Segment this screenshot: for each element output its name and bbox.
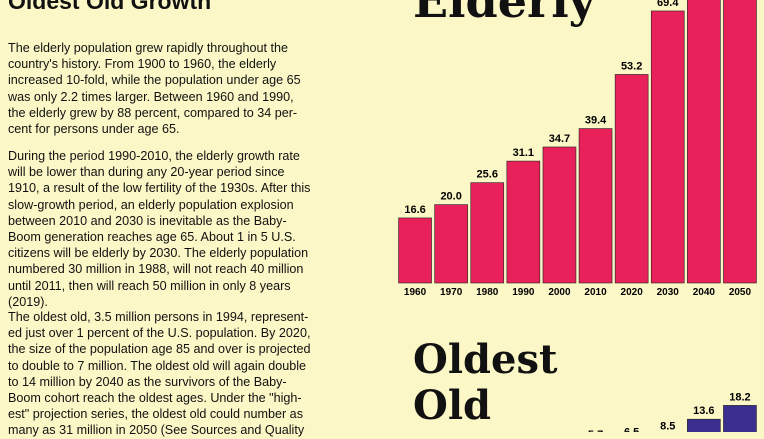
text-line: During the period 1990-2010, the elderly… [8, 149, 300, 163]
paragraph: The elderly population grew rapidly thro… [8, 40, 301, 137]
x-tick-label: 1980 [476, 287, 499, 298]
text-line: to 14 million by 2040 as the survivors o… [8, 374, 287, 389]
document-title: Oldest Old Growth [8, 0, 212, 14]
bar [723, 405, 757, 432]
text-line: between 2010 and 2030 is inevitable as t… [8, 213, 287, 228]
text-line: country's history. From 1900 to 1960, th… [8, 57, 277, 72]
bar [650, 10, 685, 284]
bar [687, 418, 721, 432]
text-line: 1910, a result of the low fertility of t… [8, 181, 311, 196]
text-line: increased 10-fold, while the population … [8, 73, 301, 88]
text-line: est" projection series, the oldest old c… [8, 407, 303, 422]
value-label: 18.2 [729, 391, 750, 403]
text-line: cent for persons under age 65. [8, 122, 180, 137]
bar [542, 146, 577, 284]
text-line: until 2011, then will reach 50 million i… [8, 278, 291, 293]
x-tick-label: 2040 [693, 287, 716, 298]
value-label: 25.6 [477, 169, 498, 181]
x-tick-label: 1960 [404, 287, 427, 298]
text-line: will be lower than during any 20-year pe… [8, 165, 285, 180]
text-line: The elderly population grew rapidly thro… [8, 41, 289, 55]
x-tick-label: 1990 [512, 287, 535, 298]
text-line: was only 2.2 times larger. Between 1960 … [8, 89, 294, 104]
bar [434, 204, 468, 284]
text-line: The oldest old, 3.5 million persons in 1… [8, 310, 309, 324]
bar [578, 128, 613, 284]
paragraph: During the period 1990-2010, the elderly… [8, 148, 310, 310]
value-label: 31.1 [513, 147, 534, 159]
text-line: (2019). [8, 294, 48, 309]
value-label: 6.5 [624, 427, 639, 433]
x-tick-label: 2000 [548, 287, 571, 298]
x-tick-label: 2010 [584, 287, 607, 298]
value-label: 8.5 [660, 421, 675, 433]
value-label: 53.2 [621, 60, 642, 72]
text-line: Boom generation reaches age 65. About 1 … [8, 230, 296, 245]
value-label: 20.0 [440, 191, 461, 203]
bar [506, 160, 541, 284]
bar [470, 182, 505, 284]
chart-title: Elderly [413, 0, 596, 28]
text-line: ed just over 1 percent of the U.S. popul… [8, 326, 311, 341]
bar [614, 74, 649, 284]
bar [398, 217, 432, 284]
text-line: numbered 30 million in 1988, will not re… [8, 262, 304, 277]
text-line: the elderly grew by 88 percent, compared… [8, 105, 298, 120]
x-tick-label: 1970 [440, 287, 463, 298]
x-tick-label: 2030 [657, 287, 680, 298]
text-line: the size of the population age 85 and ov… [8, 342, 311, 357]
bar [687, 0, 721, 284]
value-label: 13.6 [693, 405, 714, 417]
x-tick-label: 2050 [729, 287, 752, 298]
value-label: 16.6 [404, 204, 425, 216]
bar [723, 0, 757, 284]
x-tick-label: 2020 [621, 287, 644, 298]
chart-title: Oldest Old [413, 336, 558, 429]
value-label: 39.4 [585, 115, 607, 127]
value-label: 69.4 [657, 0, 679, 9]
text-line: Boom cohort reach the oldest ages. Under… [8, 391, 302, 406]
text-line: citizens will be elderly by 2030. The el… [8, 246, 309, 261]
text-line: slow-growth period, an elderly populatio… [8, 197, 294, 212]
text-line: to double to 7 million. The oldest old w… [8, 358, 307, 373]
value-label: 5.7 [588, 429, 603, 432]
value-label: 34.7 [549, 133, 570, 145]
